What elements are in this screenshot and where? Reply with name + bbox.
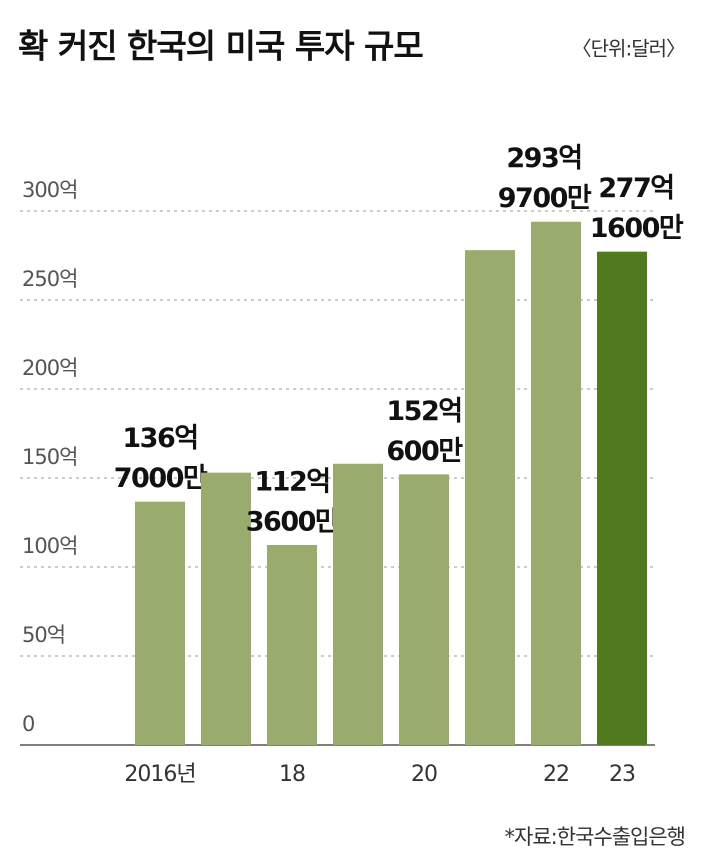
bar <box>531 221 581 745</box>
x-tick-label: 2016년 <box>124 762 195 787</box>
chart-subtitle: 〈단위:달러〉 <box>572 37 685 61</box>
value-label: 277억 <box>598 173 673 204</box>
value-label: 3600만 <box>246 506 340 537</box>
chart-title: 확 커진 한국의 미국 투자 규모 <box>18 27 423 66</box>
x-tick-label: 20 <box>411 762 437 787</box>
source-note: *자료:한국수출입은행 <box>505 825 685 849</box>
y-tick-label: 200억 <box>22 356 77 380</box>
value-label: 112억 <box>254 466 329 497</box>
y-tick-label: 100억 <box>22 534 77 558</box>
bar <box>201 472 251 745</box>
value-label: 152억 <box>386 396 461 427</box>
value-label: 1600만 <box>590 213 684 244</box>
value-label: 136억 <box>122 423 197 454</box>
value-label: 9700만 <box>498 183 592 214</box>
y-tick-label: 50억 <box>22 623 65 647</box>
x-tick-label: 23 <box>609 762 635 787</box>
value-label: 7000만 <box>114 463 208 494</box>
y-tick-label: 300억 <box>22 178 77 202</box>
bar <box>465 250 515 745</box>
y-tick-label: 150억 <box>22 445 77 469</box>
bar <box>267 544 317 745</box>
y-tick-label: 250억 <box>22 267 77 291</box>
y-tick-label: 0 <box>22 712 34 736</box>
bar <box>597 251 647 745</box>
bar <box>333 463 383 745</box>
x-tick-label: 22 <box>543 762 569 787</box>
bar <box>399 474 449 745</box>
bar <box>135 501 185 745</box>
value-label: 600만 <box>386 436 463 467</box>
x-tick-label: 18 <box>279 762 305 787</box>
value-label: 293억 <box>506 143 581 174</box>
